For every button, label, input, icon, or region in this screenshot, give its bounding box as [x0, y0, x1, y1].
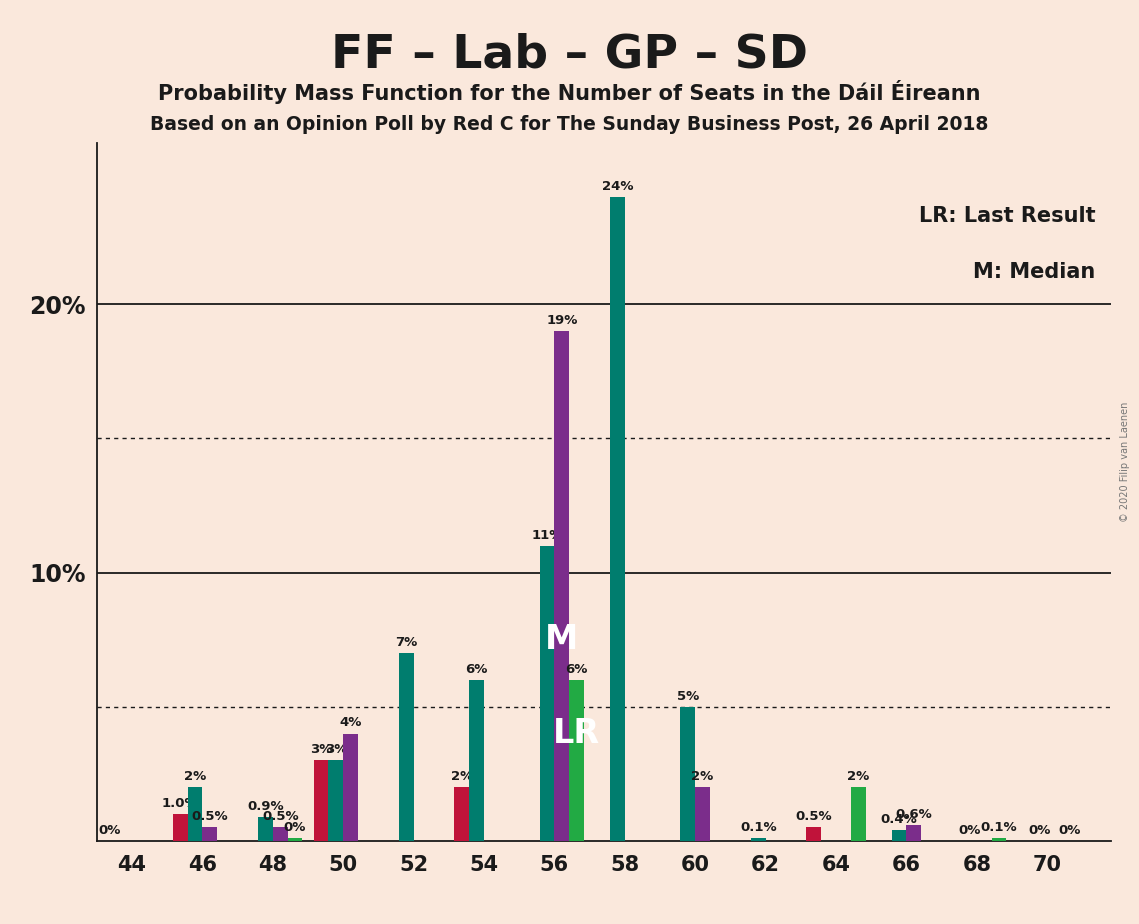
Bar	[851, 787, 866, 841]
Text: 2%: 2%	[691, 770, 714, 784]
Text: 0.1%: 0.1%	[740, 821, 777, 834]
Bar	[907, 825, 921, 841]
Bar	[399, 653, 413, 841]
Bar	[892, 830, 907, 841]
Text: 0.1%: 0.1%	[981, 821, 1017, 834]
Text: Based on an Opinion Poll by Red C for The Sunday Business Post, 26 April 2018: Based on an Opinion Poll by Red C for Th…	[150, 115, 989, 134]
Text: 4%: 4%	[339, 716, 362, 729]
Bar	[751, 838, 765, 841]
Bar	[188, 787, 203, 841]
Bar	[328, 760, 343, 841]
Bar	[287, 838, 302, 841]
Text: 0%: 0%	[1029, 824, 1051, 837]
Text: 0.5%: 0.5%	[262, 810, 298, 823]
Text: 5%: 5%	[677, 689, 699, 702]
Bar	[454, 787, 469, 841]
Text: 0.6%: 0.6%	[895, 808, 932, 821]
Text: FF – Lab – GP – SD: FF – Lab – GP – SD	[331, 32, 808, 78]
Text: 2%: 2%	[451, 770, 473, 784]
Text: 11%: 11%	[531, 529, 563, 541]
Text: 3%: 3%	[325, 743, 347, 757]
Bar	[992, 838, 1007, 841]
Text: 24%: 24%	[601, 180, 633, 193]
Bar	[259, 817, 273, 841]
Text: 1.0%: 1.0%	[162, 797, 198, 810]
Text: M: M	[546, 623, 579, 656]
Text: 6%: 6%	[466, 663, 487, 675]
Bar	[680, 707, 695, 841]
Text: 19%: 19%	[546, 314, 577, 327]
Bar	[570, 680, 584, 841]
Text: M: Median: M: Median	[973, 261, 1096, 282]
Text: 0.5%: 0.5%	[191, 810, 228, 823]
Bar	[540, 546, 555, 841]
Text: 6%: 6%	[565, 663, 588, 675]
Bar	[469, 680, 484, 841]
Text: 0.5%: 0.5%	[795, 810, 833, 823]
Text: 7%: 7%	[395, 636, 417, 649]
Text: LR: Last Result: LR: Last Result	[919, 206, 1096, 226]
Bar	[806, 827, 821, 841]
Bar	[273, 827, 287, 841]
Text: 0%: 0%	[284, 821, 306, 834]
Text: LR: LR	[554, 717, 600, 750]
Text: 2%: 2%	[183, 770, 206, 784]
Text: 0%: 0%	[99, 824, 121, 837]
Bar	[611, 197, 625, 841]
Text: 0%: 0%	[958, 824, 981, 837]
Text: © 2020 Filip van Laenen: © 2020 Filip van Laenen	[1120, 402, 1130, 522]
Text: 2%: 2%	[847, 770, 869, 784]
Text: Probability Mass Function for the Number of Seats in the Dáil Éireann: Probability Mass Function for the Number…	[158, 80, 981, 104]
Text: 0.4%: 0.4%	[880, 813, 917, 826]
Text: 3%: 3%	[310, 743, 333, 757]
Bar	[343, 734, 358, 841]
Bar	[173, 814, 188, 841]
Bar	[313, 760, 328, 841]
Bar	[203, 827, 218, 841]
Text: 0.9%: 0.9%	[247, 799, 284, 813]
Bar	[555, 331, 570, 841]
Text: 0%: 0%	[1058, 824, 1081, 837]
Bar	[695, 787, 710, 841]
